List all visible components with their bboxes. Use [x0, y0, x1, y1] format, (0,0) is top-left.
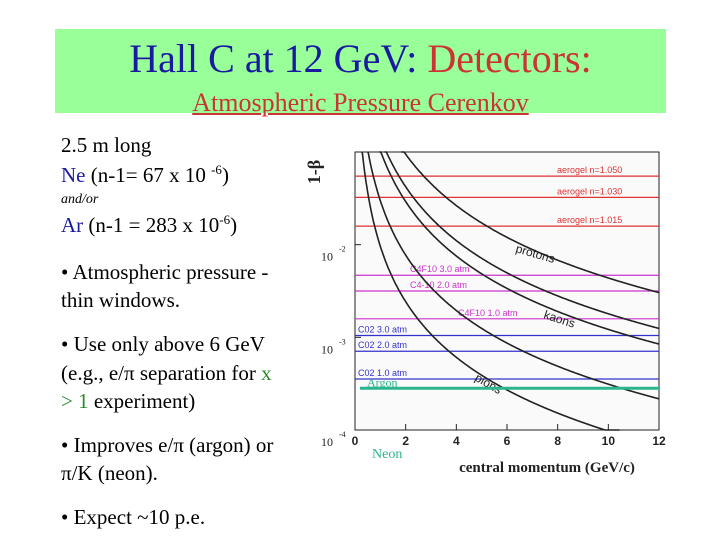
- x-tick-label: 4: [453, 434, 460, 448]
- threshold-label: C4F10 1.0 atm: [458, 308, 518, 318]
- page-title: Hall C at 12 GeV: Detectors:: [55, 35, 666, 82]
- bullet-2-one: 1: [78, 389, 89, 413]
- threshold-label: aerogel n=1.015: [557, 215, 622, 225]
- bullet-3-line-1: • Improves e/π (argon) or: [61, 433, 274, 457]
- ar-line: Ar (n-1 = 283 x 10-6): [61, 212, 237, 238]
- page-subtitle: Atmospheric Pressure Cerenkov: [192, 88, 529, 117]
- y-tick-label: 10: [321, 342, 333, 356]
- ar-close: ): [230, 213, 238, 237]
- x-tick-label: 12: [652, 434, 666, 448]
- threshold-label: C4-10 2.0 atm: [410, 280, 467, 290]
- x-tick-label: 8: [554, 434, 561, 448]
- particle-curve: [379, 151, 660, 345]
- title-main: Hall C at 12 GeV:: [129, 36, 428, 81]
- particle-curve: [401, 151, 660, 294]
- bullet-4: • Expect ~10 p.e.: [61, 505, 206, 529]
- particle-curve-extra: [367, 151, 660, 400]
- y-tick-exponent: -4: [339, 430, 346, 439]
- threshold-label: C02 2.0 atm: [358, 340, 407, 350]
- y-tick-label: 10: [321, 250, 333, 264]
- bullet-2-gt: >: [61, 389, 79, 413]
- bullet-2-line-1: • Use only above 6 GeV: [61, 332, 265, 356]
- x-tick-label: 6: [504, 434, 511, 448]
- ne-line: Ne (n-1= 67 x 10 -6): [61, 162, 229, 188]
- ne-exponent: -6: [211, 162, 222, 177]
- y-axis-label: 1-β: [304, 160, 324, 184]
- ne-close: ): [221, 163, 229, 187]
- title-banner: Hall C at 12 GeV: Detectors: Atmospheric…: [55, 29, 666, 117]
- bullet-2-rest: experiment): [88, 389, 196, 413]
- title-accent: Detectors:: [427, 36, 592, 81]
- threshold-label: aerogel n=1.050: [557, 165, 622, 175]
- threshold-label: C02 1.0 atm: [358, 368, 407, 378]
- ar-formula: (n-1 = 283 x 10: [83, 213, 220, 237]
- bullet-1-line-1: • Atmospheric pressure -: [61, 260, 269, 284]
- particle-curve: [361, 151, 620, 431]
- x-tick-label: 0: [352, 434, 359, 448]
- neon-label: Neon: [372, 447, 402, 462]
- y-tick-exponent: -2: [339, 245, 346, 254]
- andor-text: and/or: [61, 192, 99, 207]
- y-tick-exponent: -3: [339, 337, 346, 346]
- ne-label: Ne: [61, 163, 86, 187]
- bullet-2-x: x: [261, 361, 272, 385]
- x-tick-label: 10: [602, 434, 616, 448]
- argon-label: Argon: [367, 375, 397, 389]
- bullet-2-line-2: (e.g., e/π separation for x: [61, 361, 272, 386]
- particle-curve-extra: [384, 151, 660, 330]
- ar-exponent: -6: [219, 212, 231, 227]
- threshold-label: C4F10 3.0 atm: [410, 264, 470, 274]
- length-text: 2.5 m long: [61, 133, 152, 157]
- threshold-label: C02 3.0 atm: [358, 324, 407, 334]
- bullet-2-text: (e.g., e/π separation for: [61, 361, 262, 385]
- threshold-label: aerogel n=1.030: [557, 186, 622, 196]
- y-tick-label: 10: [321, 435, 333, 449]
- x-axis-label: central momentum (GeV/c): [459, 460, 635, 476]
- bullet-1-line-2: thin windows.: [61, 288, 181, 312]
- ar-label: Ar: [61, 213, 84, 237]
- x-tick-label: 2: [402, 434, 409, 448]
- ne-formula: (n-1= 67 x 10: [85, 163, 212, 187]
- bullet-3-line-2: π/K (neon).: [61, 461, 158, 485]
- bullet-2-line-3: > 1 experiment): [61, 389, 195, 414]
